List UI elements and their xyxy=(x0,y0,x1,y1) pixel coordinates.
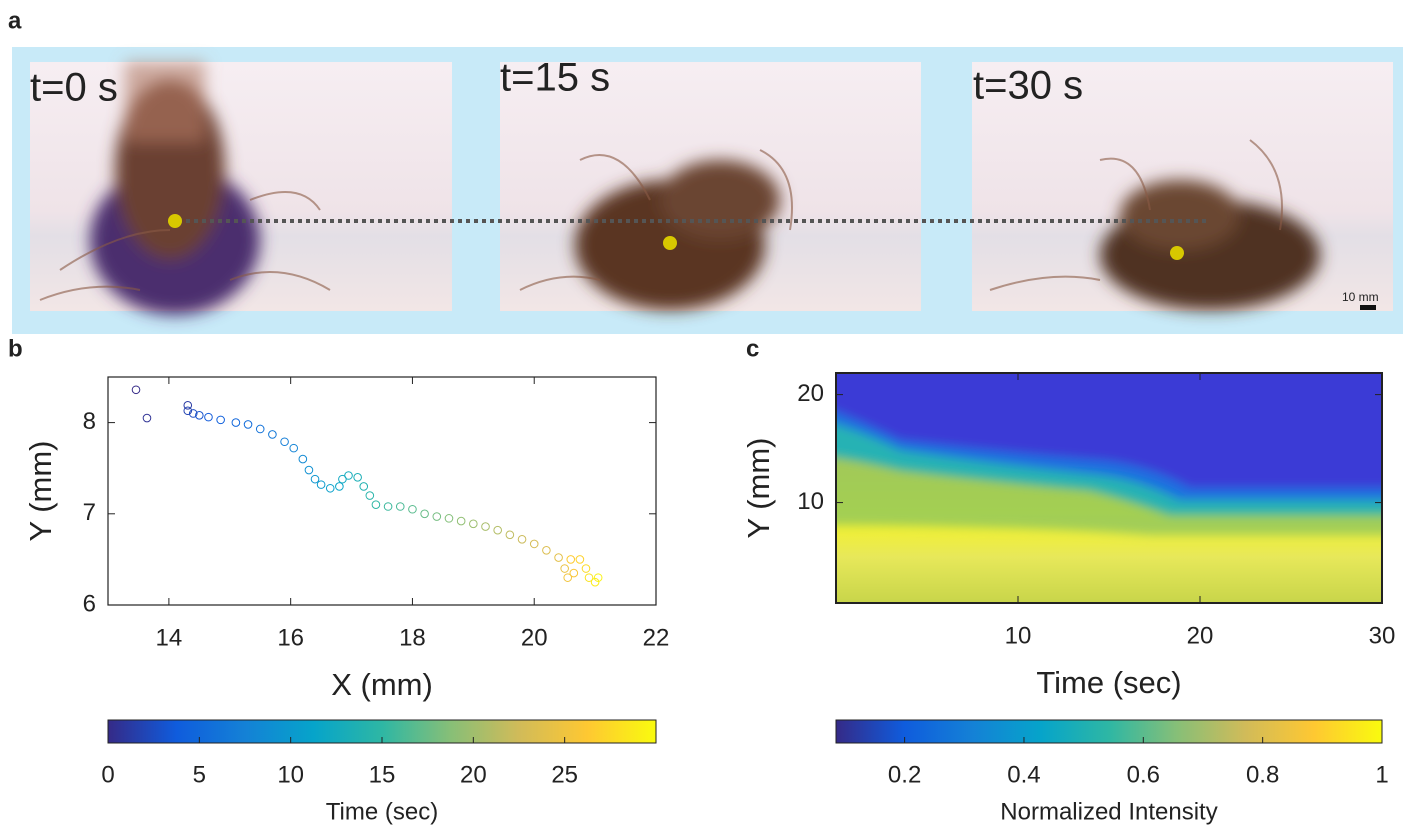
x-tick-label: 14 xyxy=(156,624,183,651)
point xyxy=(542,545,551,555)
axes-box xyxy=(835,372,1383,604)
frame-label: t=30 s xyxy=(973,64,1083,108)
point xyxy=(359,482,369,491)
colorbar-tick-label: 25 xyxy=(551,761,578,788)
colorbar-label: Normalized Intensity xyxy=(1000,798,1217,825)
y-tick-label: 6 xyxy=(83,590,96,617)
colorbar-tick-label: 0.2 xyxy=(888,761,921,788)
point xyxy=(183,406,193,416)
point xyxy=(304,465,314,475)
x-tick-label: 18 xyxy=(399,624,426,651)
axes-box xyxy=(107,376,657,606)
colorbar-tick-label: 0 xyxy=(101,761,114,788)
point xyxy=(298,454,308,464)
photo xyxy=(500,62,921,311)
panel-letter: b xyxy=(8,335,23,362)
x-tick-label: 22 xyxy=(643,624,670,651)
y-tick-label: 8 xyxy=(83,408,96,435)
point xyxy=(338,474,347,484)
y-axis-label: Y (mm) xyxy=(23,440,58,541)
point xyxy=(268,430,277,439)
centroid xyxy=(663,236,677,250)
point xyxy=(395,502,405,511)
point xyxy=(456,516,466,526)
point xyxy=(243,420,253,429)
point xyxy=(371,500,381,509)
point xyxy=(469,519,478,529)
point xyxy=(554,553,563,562)
y-tick-label: 10 xyxy=(797,488,824,515)
frame-label: t=0 s xyxy=(30,66,118,110)
point xyxy=(584,573,594,582)
photo xyxy=(30,62,452,315)
point xyxy=(335,482,344,491)
x-axis-label: X (mm) xyxy=(331,667,433,702)
point xyxy=(432,512,442,521)
colorbar-label: Time (sec) xyxy=(326,798,438,825)
point xyxy=(529,539,539,549)
point xyxy=(590,577,600,587)
y-tick-label: 7 xyxy=(83,499,96,526)
point xyxy=(310,474,320,484)
point xyxy=(195,411,204,420)
point xyxy=(131,385,141,395)
point xyxy=(560,564,569,573)
y-tick-label: 20 xyxy=(797,380,824,407)
point xyxy=(444,514,454,523)
point xyxy=(316,480,326,489)
point xyxy=(383,502,393,511)
point xyxy=(593,573,603,582)
y-axis-label: Y (mm) xyxy=(741,437,776,538)
point xyxy=(517,535,527,544)
x-tick-label: 30 xyxy=(1369,622,1396,649)
point xyxy=(505,530,515,540)
centroid xyxy=(168,214,182,228)
colorbar-tick-label: 0.4 xyxy=(1007,761,1040,788)
plot-area xyxy=(108,377,656,605)
point xyxy=(575,555,585,564)
point xyxy=(563,573,573,582)
point xyxy=(566,555,576,564)
colorbar-tick-label: 0.8 xyxy=(1246,761,1279,788)
heatmap-image xyxy=(836,373,1382,603)
point xyxy=(365,491,375,500)
point xyxy=(493,525,502,535)
x-tick-label: 20 xyxy=(521,624,548,651)
point xyxy=(183,400,193,410)
point xyxy=(204,412,213,422)
colorbar-tick-label: 5 xyxy=(193,761,206,788)
colorbar-tick-label: 0.6 xyxy=(1127,761,1160,788)
x-tick-label: 20 xyxy=(1187,622,1214,649)
point xyxy=(344,471,353,480)
centroid xyxy=(1170,246,1184,260)
point xyxy=(216,415,225,425)
colorbar-tick-label: 10 xyxy=(277,761,304,788)
point xyxy=(255,424,265,434)
point xyxy=(188,409,198,418)
point xyxy=(581,564,591,573)
point xyxy=(569,568,579,578)
point xyxy=(481,522,490,531)
point xyxy=(142,413,152,423)
point xyxy=(280,437,289,447)
colorbar xyxy=(835,719,1383,744)
x-axis-label: Time (sec) xyxy=(1036,665,1181,700)
point xyxy=(289,443,299,453)
point xyxy=(325,483,335,493)
point xyxy=(353,473,362,482)
point xyxy=(408,504,417,514)
point xyxy=(420,509,429,519)
panel-letter: a xyxy=(8,7,22,34)
colorbar-tick-label: 20 xyxy=(460,761,487,788)
panel-letter: c xyxy=(746,335,759,362)
frame-label: t=15 s xyxy=(500,56,610,100)
x-tick-label: 10 xyxy=(1005,622,1032,649)
scale-bar-label: 10 mm xyxy=(1342,290,1379,304)
colorbar-tick-label: 1 xyxy=(1375,761,1388,788)
colorbar-tick-label: 15 xyxy=(369,761,396,788)
x-tick-label: 16 xyxy=(277,624,304,651)
photo xyxy=(972,62,1393,311)
point xyxy=(231,418,241,427)
